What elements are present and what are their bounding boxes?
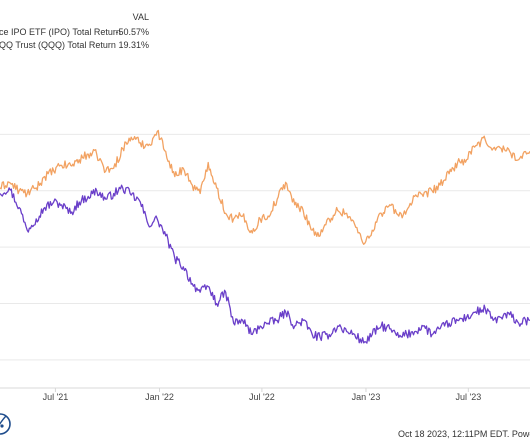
series-lines — [0, 129, 530, 344]
x-axis-tick-labels: Jul '21 Jan '22 Jul '22 Jan '23 Jul '23 — [43, 388, 481, 402]
legend-value-qqq: 19.31% — [118, 40, 149, 50]
series-line-ipo — [0, 184, 530, 344]
series-line-qqq — [0, 129, 530, 245]
legend-value-header: VAL — [133, 12, 149, 22]
x-axis-tick-label: Jul '22 — [249, 392, 275, 402]
legend-value-ipo: -50.57% — [115, 27, 149, 37]
x-axis-tick-label: Jan '22 — [145, 392, 174, 402]
legend-label-qqq: QQ Trust (QQQ) Total Return — [0, 40, 116, 50]
footer-timestamp: Oct 18 2023, 12:11PM EDT. Powered by — [398, 429, 530, 439]
brand-logo-icon — [0, 413, 11, 435]
gridlines — [0, 133, 530, 361]
x-axis-tick-label: Jan '23 — [352, 392, 381, 402]
legend: VAL ce IPO ETF (IPO) Total Return -50.57… — [0, 12, 149, 50]
x-axis-tick-label: Jul '23 — [455, 392, 481, 402]
legend-label-ipo: ce IPO ETF (IPO) Total Return — [0, 27, 121, 37]
x-axis-tick-label: Jul '21 — [43, 392, 69, 402]
